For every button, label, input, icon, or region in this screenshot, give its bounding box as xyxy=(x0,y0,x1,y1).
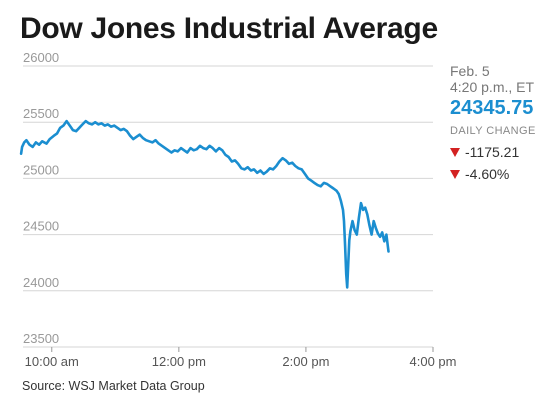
chart-series xyxy=(19,119,390,289)
quote-price: 24345.75 xyxy=(450,97,534,119)
down-triangle-icon xyxy=(450,147,460,157)
x-tick-label: 10:00 am xyxy=(25,354,79,369)
down-triangle-icon xyxy=(450,169,460,179)
daily-change-label: DAILY CHANGE xyxy=(450,125,536,137)
series-line xyxy=(19,119,390,289)
y-tick-label: 24500 xyxy=(23,219,59,234)
y-tick-label: 23500 xyxy=(23,331,59,346)
chart-title: Dow Jones Industrial Average xyxy=(20,12,438,45)
y-tick-label: 25000 xyxy=(23,162,59,177)
chart-gridlines xyxy=(23,65,433,348)
quote-time: 4:20 p.m., ET xyxy=(450,79,535,95)
y-tick-label: 24000 xyxy=(23,275,59,290)
y-tick-label: 26000 xyxy=(23,50,59,65)
daily-change-percent-value: -4.60% xyxy=(465,166,510,182)
y-axis-ticks: 23500 24000 24500 25000 25500 26000 xyxy=(23,50,59,346)
x-tick-label: 12:00 pm xyxy=(152,354,206,369)
daily-change-percent: -4.60% xyxy=(450,165,555,183)
y-tick-label: 25500 xyxy=(23,106,59,121)
chart-source: Source: WSJ Market Data Group xyxy=(22,379,205,393)
quote-panel: Feb. 5 4:20 p.m., ET 24345.75 DAILY CHAN… xyxy=(450,63,555,183)
daily-change-points: -1175.21 xyxy=(450,143,555,161)
x-tick-label: 2:00 pm xyxy=(282,354,329,369)
x-axis-ticks: 10:00 am 12:00 pm 2:00 pm 4:00 pm xyxy=(25,347,457,369)
daily-change-points-value: -1175.21 xyxy=(465,144,520,160)
quote-date: Feb. 5 xyxy=(450,63,490,79)
x-tick-label: 4:00 pm xyxy=(410,354,457,369)
